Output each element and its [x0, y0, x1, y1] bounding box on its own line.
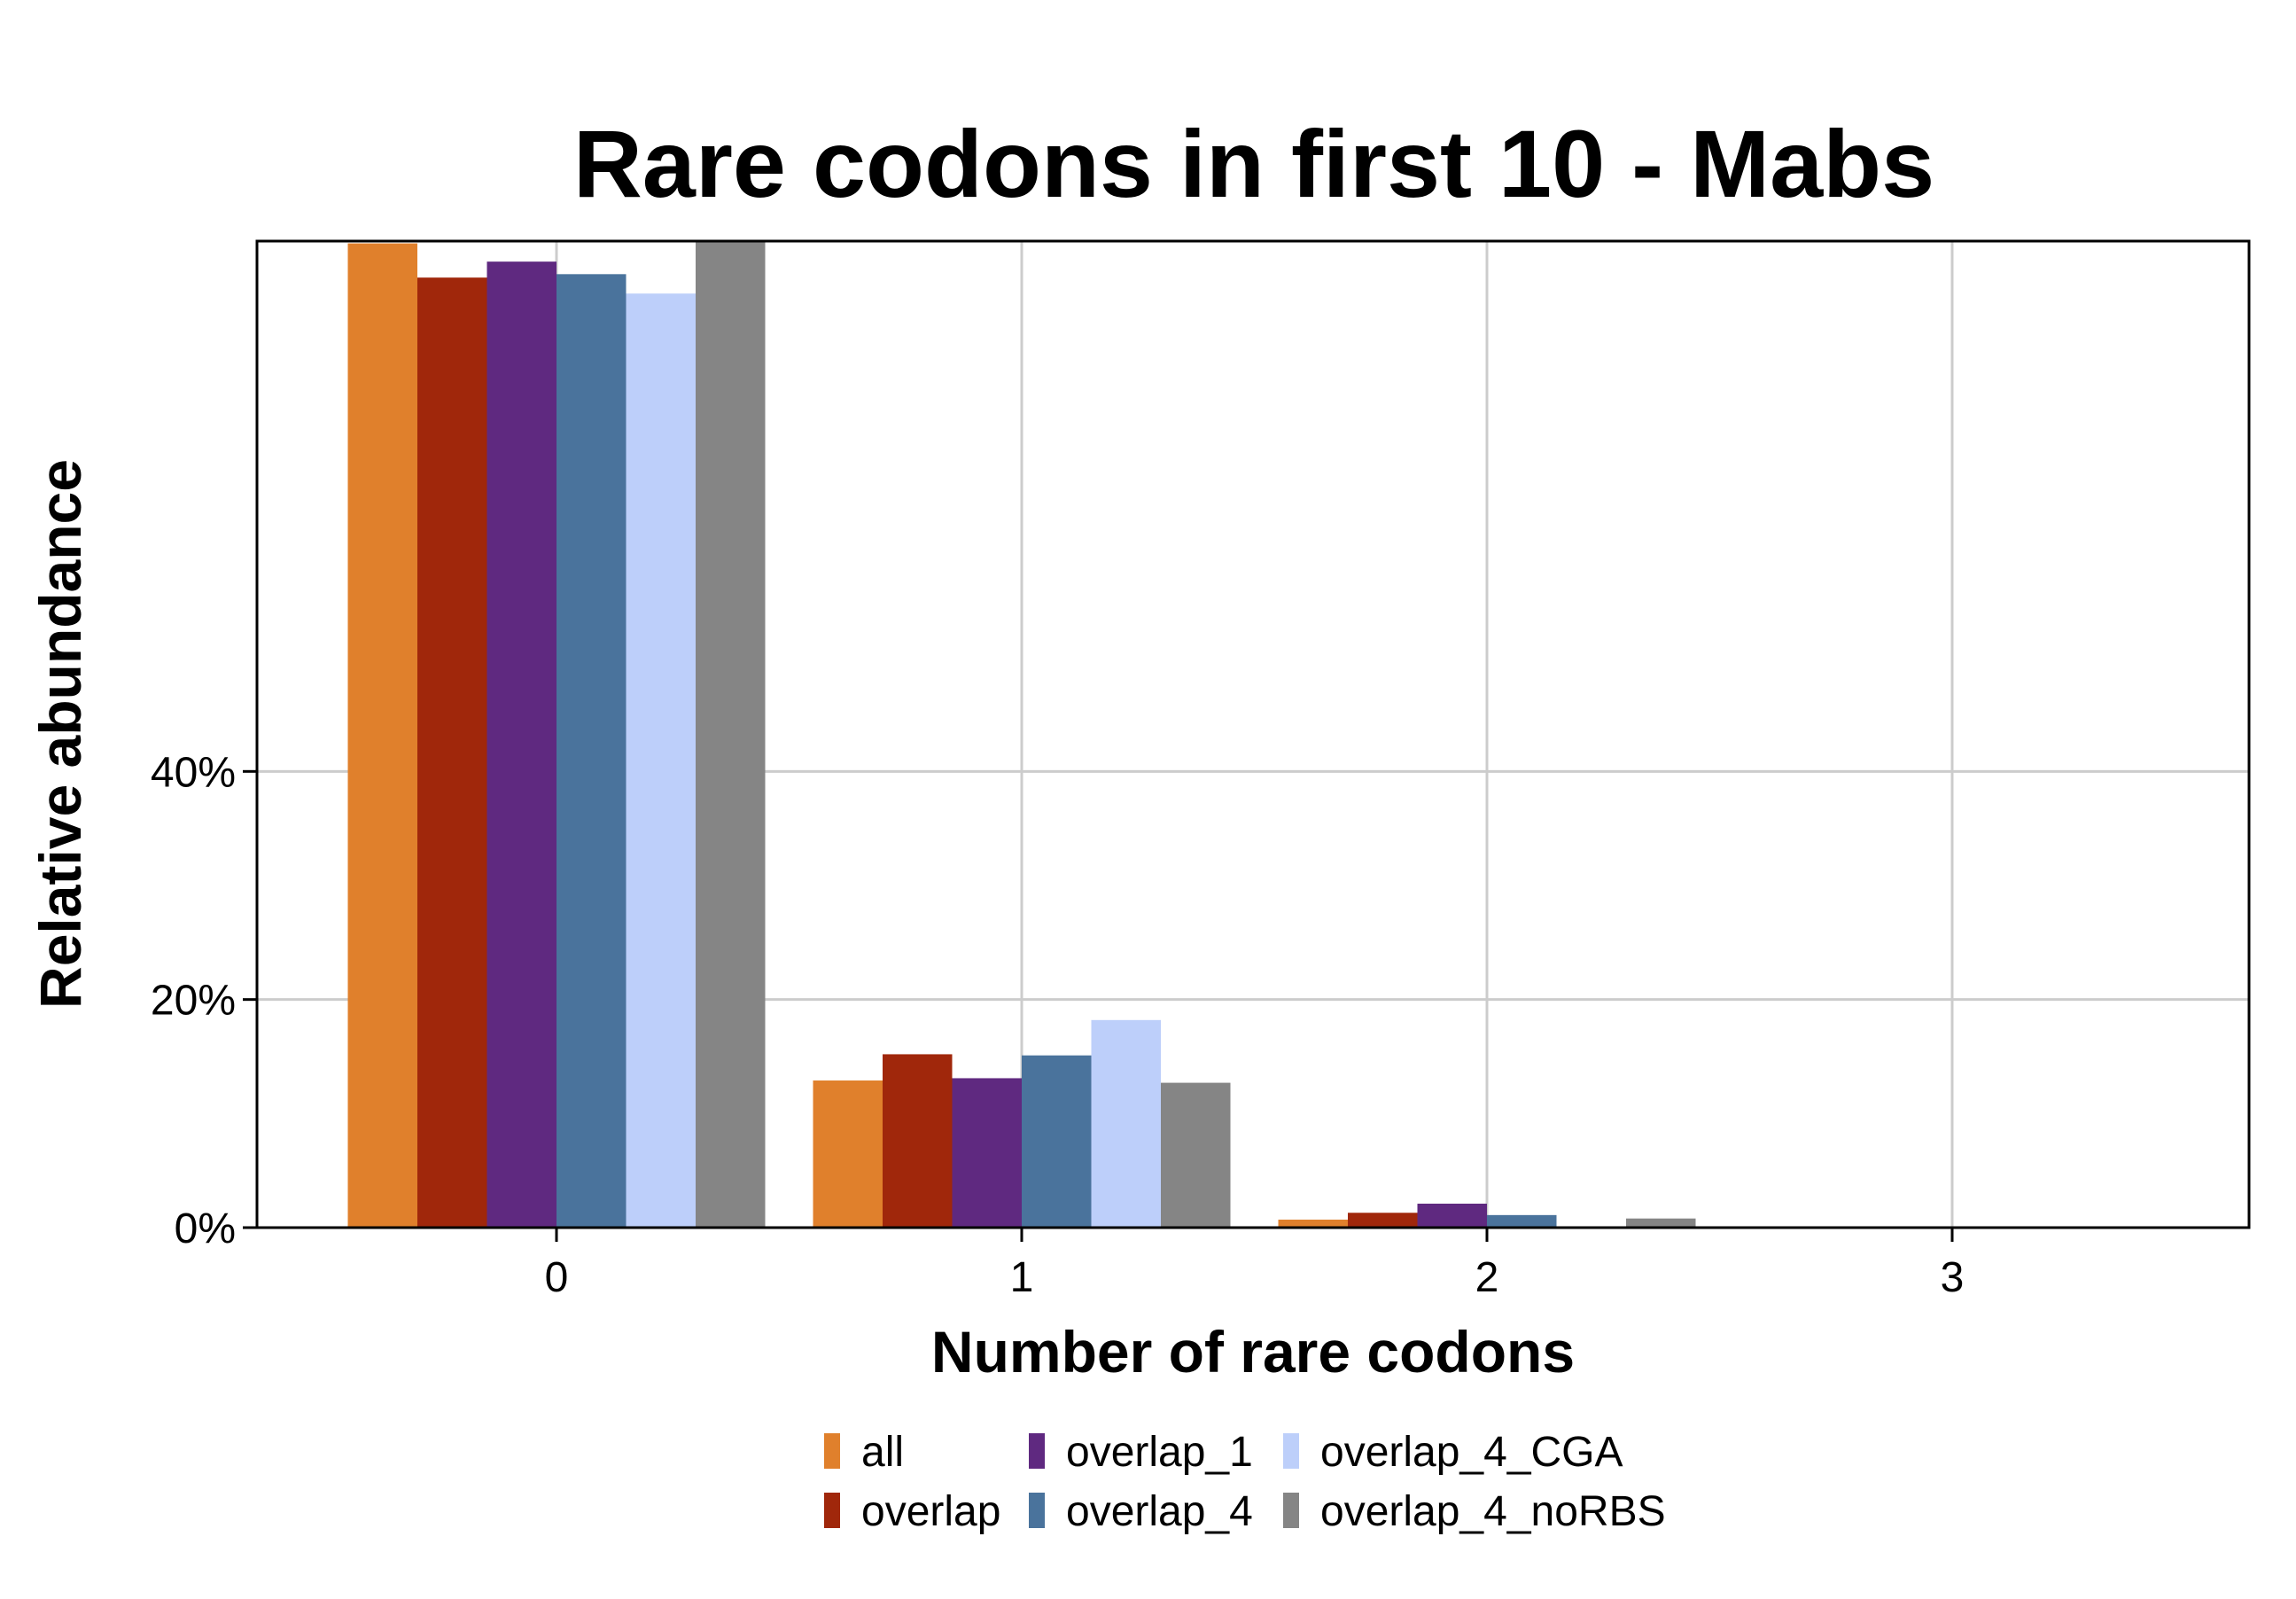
bars — [347, 241, 1696, 1228]
x-tick-label: 2 — [1475, 1254, 1499, 1301]
bar-overlap-0 — [417, 277, 487, 1228]
legend-swatch-overlap-1 — [1029, 1433, 1045, 1469]
legend-swatch-all — [824, 1433, 840, 1469]
y-tick-label: 40% — [151, 749, 236, 796]
y-tick-label: 20% — [151, 978, 236, 1025]
y-axis-label: Relative abundance — [27, 459, 93, 1009]
legend-label-overlap-4-noRBS: overlap_4_noRBS — [1320, 1488, 1666, 1535]
legend-swatch-overlap-4-CGA — [1283, 1433, 1299, 1469]
chart-title: Rare codons in first 10 - Mabs — [573, 110, 1934, 217]
bar-overlap-4-2 — [1487, 1214, 1557, 1228]
x-axis: 0 1 2 3 — [545, 1228, 1965, 1301]
x-tick-label: 3 — [1941, 1254, 1965, 1301]
bar-overlap-2 — [1348, 1213, 1418, 1228]
legend-label-overlap-4-CGA: overlap_4_CGA — [1320, 1429, 1623, 1476]
plot-border — [255, 239, 2251, 1229]
bar-overlap-4-noRBS-2 — [1626, 1218, 1696, 1228]
legend-label-overlap: overlap — [861, 1488, 1000, 1535]
bar-overlap-1 — [883, 1054, 953, 1228]
legend-label-overlap-4: overlap_4 — [1066, 1488, 1253, 1535]
bar-overlap-1-0 — [486, 261, 556, 1228]
bar-overlap-4-0 — [556, 274, 627, 1228]
bar-overlap-1-1 — [952, 1078, 1022, 1228]
y-axis: 0% 20% 40% — [151, 749, 257, 1252]
bar-all-0 — [347, 243, 417, 1228]
legend-swatch-overlap — [824, 1493, 840, 1528]
bar-overlap-4-noRBS-1 — [1161, 1082, 1231, 1228]
bar-overlap-1-2 — [1417, 1203, 1487, 1228]
legend-label-all: all — [861, 1429, 904, 1476]
x-tick-label: 1 — [1010, 1254, 1034, 1301]
legend-label-overlap-1: overlap_1 — [1066, 1429, 1253, 1476]
legend-swatch-overlap-4-noRBS — [1283, 1493, 1299, 1528]
bar-all-2 — [1278, 1219, 1348, 1228]
legend: all overlap overlap_1 overlap_4 overlap_4_CG… — [824, 1429, 1666, 1535]
y-tick-label: 0% — [175, 1205, 236, 1252]
legend-swatch-overlap-4 — [1029, 1493, 1045, 1528]
x-tick-label: 0 — [545, 1254, 569, 1301]
bar-overlap-4-1 — [1022, 1055, 1092, 1228]
plot-area — [255, 239, 2251, 1229]
bar-overlap-4-CGA-0 — [626, 293, 696, 1228]
bar-all-1 — [813, 1080, 883, 1228]
bar-overlap-4-CGA-1 — [1091, 1019, 1161, 1228]
x-axis-label: Number of rare codons — [931, 1319, 1575, 1384]
bar-overlap-4-noRBS-0 — [696, 241, 766, 1228]
